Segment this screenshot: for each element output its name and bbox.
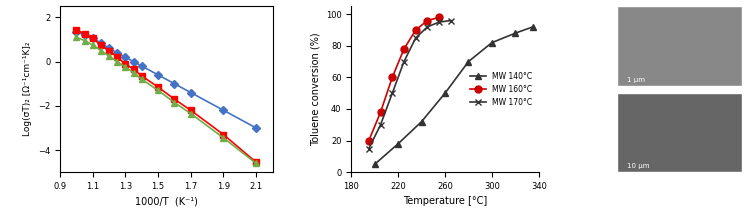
ISTEC IR-GDC [88, 37, 98, 40]
ISTEC IR-GDC [252, 127, 261, 129]
MW 170°C [446, 19, 455, 22]
ISTEC IR-GDC [72, 30, 81, 33]
X-axis label: Temperature [°C]: Temperature [°C] [403, 197, 488, 206]
ISTEC IR-GDC [129, 60, 138, 63]
ISTEC Pecłini-GDC [112, 60, 122, 63]
MW 170°C [435, 21, 444, 23]
ISTEC IR-GDC [137, 65, 146, 67]
MW 140°C [464, 60, 473, 63]
MW 170°C [400, 60, 409, 63]
Commercial GDC [219, 133, 228, 136]
Commercial GDC [121, 63, 130, 65]
MW 140°C [394, 143, 403, 145]
MW 160°C [435, 16, 444, 19]
Commercial GDC [137, 75, 146, 77]
Text: 1 μm: 1 μm [628, 77, 646, 83]
Line: MW 160°C: MW 160°C [365, 14, 442, 144]
Line: Commercial GDC: Commercial GDC [74, 27, 259, 165]
ISTEC Pecłini-GDC [72, 36, 81, 38]
X-axis label: 1000/T  (K⁻¹): 1000/T (K⁻¹) [135, 197, 198, 206]
MW 160°C [411, 29, 420, 31]
Y-axis label: Log(σT)₂ [Ω⁻¹cm⁻¹K]₂: Log(σT)₂ [Ω⁻¹cm⁻¹K]₂ [23, 42, 32, 136]
Commercial GDC [154, 86, 163, 88]
ISTEC IR-GDC [80, 34, 89, 36]
Commercial GDC [129, 68, 138, 71]
ISTEC Pecłini-GDC [252, 162, 261, 165]
ISTEC Pecłini-GDC [104, 55, 113, 57]
ISTEC Pecłini-GDC [121, 66, 130, 68]
Commercial GDC [96, 44, 105, 46]
Legend: ISTEC IR-GDC, Commercial GDC, ISTEC Pecłini-GDC: ISTEC IR-GDC, Commercial GDC, ISTEC Pecł… [374, 7, 470, 47]
MW 170°C [411, 37, 420, 39]
MW 170°C [388, 92, 397, 94]
Commercial GDC [112, 56, 122, 58]
MW 170°C [364, 147, 374, 150]
ISTEC Pecłini-GDC [129, 71, 138, 74]
ISTEC Pecłini-GDC [96, 49, 105, 52]
MW 160°C [364, 139, 374, 142]
Commercial GDC [170, 98, 179, 100]
MW 160°C [388, 76, 397, 79]
MW 160°C [400, 48, 409, 50]
ISTEC IR-GDC [170, 83, 179, 85]
MW 170°C [423, 26, 432, 28]
ISTEC IR-GDC [186, 91, 195, 94]
Line: MW 140°C: MW 140°C [371, 23, 536, 168]
Commercial GDC [80, 33, 89, 35]
MW 140°C [370, 163, 380, 165]
ISTEC IR-GDC [96, 42, 105, 44]
MW 140°C [417, 120, 426, 123]
ISTEC Pecłini-GDC [154, 89, 163, 92]
ISTEC IR-GDC [154, 74, 163, 76]
Bar [617, 6, 742, 86]
Line: ISTEC Pecłini-GDC: ISTEC Pecłini-GDC [74, 34, 259, 166]
Legend: MW 140°C, MW 160°C, MW 170°C: MW 140°C, MW 160°C, MW 170°C [467, 69, 535, 110]
MW 170°C [376, 123, 385, 126]
Commercial GDC [252, 161, 261, 164]
ISTEC IR-GDC [121, 56, 130, 58]
Commercial GDC [104, 49, 113, 52]
ISTEC IR-GDC [219, 109, 228, 112]
ISTEC Pecłini-GDC [80, 39, 89, 42]
ISTEC Pecłini-GDC [137, 78, 146, 81]
ISTEC IR-GDC [104, 47, 113, 50]
ISTEC Pecłini-GDC [170, 101, 179, 104]
Commercial GDC [72, 28, 81, 31]
MW 160°C [376, 111, 385, 113]
Line: MW 170°C: MW 170°C [365, 17, 454, 152]
MW 160°C [423, 19, 432, 22]
Commercial GDC [88, 37, 98, 40]
ISTEC Pecłini-GDC [88, 44, 98, 46]
Line: ISTEC IR-GDC: ISTEC IR-GDC [74, 29, 259, 131]
Bar [617, 93, 742, 172]
MW 140°C [511, 32, 520, 34]
Y-axis label: Toluene conversion (%): Toluene conversion (%) [310, 32, 320, 146]
Text: 10 μm: 10 μm [628, 163, 650, 169]
ISTEC IR-GDC [112, 51, 122, 54]
MW 140°C [529, 26, 538, 28]
Commercial GDC [186, 109, 195, 112]
ISTEC Pecłini-GDC [219, 137, 228, 139]
ISTEC Pecłini-GDC [186, 112, 195, 115]
MW 140°C [440, 92, 449, 94]
MW 140°C [488, 41, 496, 44]
